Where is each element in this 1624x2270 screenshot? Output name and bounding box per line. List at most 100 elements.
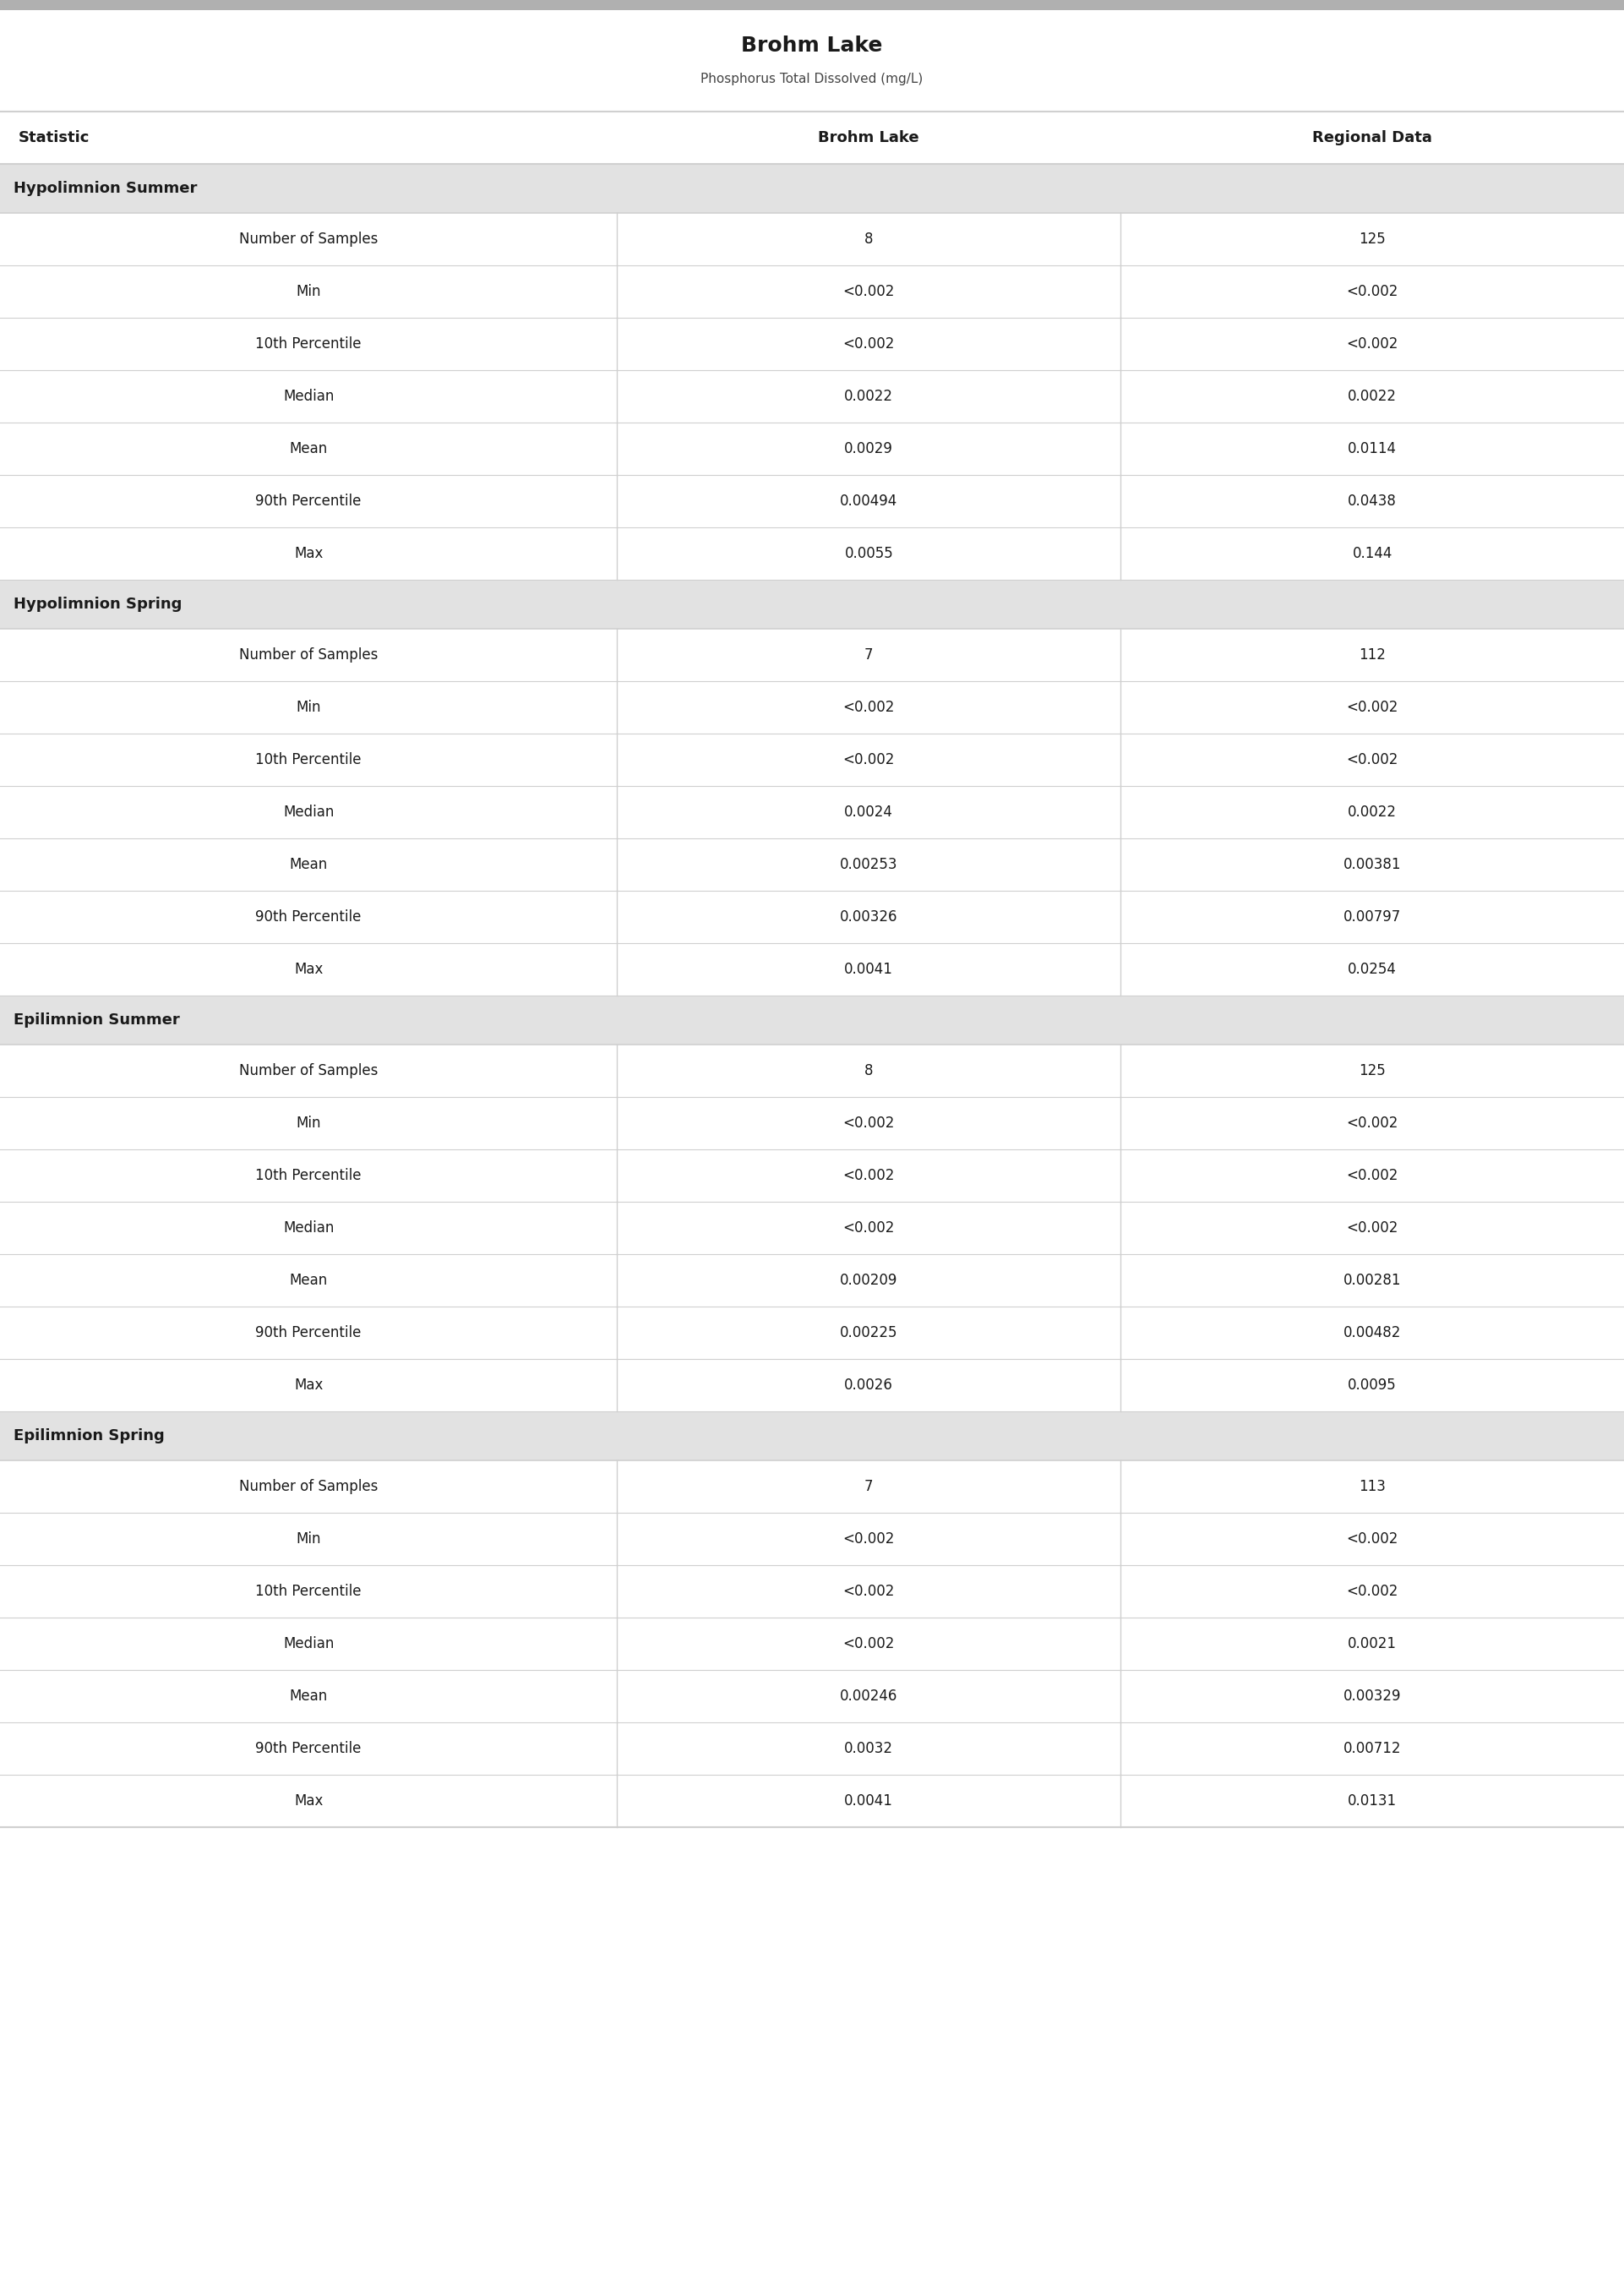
Text: <0.002: <0.002 (843, 699, 895, 715)
Bar (0, 1044, 1624, 1096)
Text: 0.0041: 0.0041 (844, 1793, 893, 1809)
Text: Max: Max (294, 962, 323, 976)
Text: 7: 7 (864, 1480, 874, 1494)
Bar (0, 785, 1624, 838)
Text: Number of Samples: Number of Samples (239, 647, 378, 663)
Bar (0, 527, 1624, 579)
Text: 10th Percentile: 10th Percentile (255, 1169, 362, 1183)
Text: 7: 7 (864, 647, 874, 663)
Bar (0, 266, 1624, 318)
Bar (0, 213, 1624, 266)
Bar (0, 1512, 1624, 1566)
Text: Max: Max (294, 1378, 323, 1394)
Text: <0.002: <0.002 (1346, 1221, 1398, 1235)
Bar (0, 163, 1624, 213)
Bar (0, 318, 1624, 370)
Bar (0, 1096, 1624, 1149)
Text: <0.002: <0.002 (1346, 751, 1398, 767)
Bar (0, 997, 1624, 1044)
Text: Brohm Lake: Brohm Lake (741, 36, 883, 57)
Text: Brohm Lake: Brohm Lake (818, 129, 919, 145)
Text: 0.00246: 0.00246 (840, 1689, 898, 1705)
Text: 90th Percentile: 90th Percentile (255, 910, 362, 924)
Text: 10th Percentile: 10th Percentile (255, 336, 362, 352)
Bar (0, 1460, 1624, 1512)
Text: 0.0131: 0.0131 (1348, 1793, 1397, 1809)
Bar (0, 890, 1624, 942)
Text: <0.002: <0.002 (1346, 336, 1398, 352)
Text: Number of Samples: Number of Samples (239, 1062, 378, 1078)
Text: Regional Data: Regional Data (1312, 129, 1432, 145)
Text: <0.002: <0.002 (843, 284, 895, 300)
Text: <0.002: <0.002 (843, 751, 895, 767)
Text: Median: Median (283, 388, 335, 404)
Bar (0, 1253, 1624, 1308)
Text: 90th Percentile: 90th Percentile (255, 1741, 362, 1757)
Text: 0.00381: 0.00381 (1343, 858, 1402, 872)
Text: Phosphorus Total Dissolved (mg/L): Phosphorus Total Dissolved (mg/L) (702, 73, 922, 86)
Bar (0, 1775, 1624, 1827)
Text: 0.0022: 0.0022 (1348, 804, 1397, 819)
Text: Median: Median (283, 1637, 335, 1650)
Text: 0.00281: 0.00281 (1343, 1273, 1402, 1287)
Text: 125: 125 (1359, 232, 1385, 247)
Text: 0.0041: 0.0041 (844, 962, 893, 976)
Text: Epilimnion Spring: Epilimnion Spring (13, 1428, 164, 1444)
Text: Min: Min (296, 699, 322, 715)
Text: 0.0024: 0.0024 (844, 804, 893, 819)
Text: <0.002: <0.002 (843, 1115, 895, 1130)
Text: Min: Min (296, 1115, 322, 1130)
Text: 0.00253: 0.00253 (840, 858, 898, 872)
Text: <0.002: <0.002 (843, 1637, 895, 1650)
Text: Mean: Mean (289, 1689, 328, 1705)
Text: <0.002: <0.002 (843, 1584, 895, 1598)
Text: 0.00326: 0.00326 (840, 910, 898, 924)
Text: <0.002: <0.002 (1346, 1584, 1398, 1598)
Text: Hypolimnion Summer: Hypolimnion Summer (13, 182, 197, 195)
Bar (0, 1619, 1624, 1671)
Text: 0.0438: 0.0438 (1348, 493, 1397, 508)
Bar (0, 1360, 1624, 1412)
Bar (0, 681, 1624, 733)
Bar (0, 629, 1624, 681)
Bar (0, 474, 1624, 527)
Text: Mean: Mean (289, 440, 328, 456)
Text: Mean: Mean (289, 858, 328, 872)
Text: 112: 112 (1359, 647, 1385, 663)
Text: Hypolimnion Spring: Hypolimnion Spring (13, 597, 182, 613)
Bar (0, 422, 1624, 474)
Bar (0, 111, 1624, 163)
Text: Statistic: Statistic (18, 129, 89, 145)
Text: Median: Median (283, 804, 335, 819)
Bar (0, 370, 1624, 422)
Text: 0.00494: 0.00494 (840, 493, 898, 508)
Text: 0.00209: 0.00209 (840, 1273, 898, 1287)
Text: Number of Samples: Number of Samples (239, 232, 378, 247)
Text: <0.002: <0.002 (1346, 1115, 1398, 1130)
Text: Max: Max (294, 547, 323, 561)
Text: 90th Percentile: 90th Percentile (255, 1326, 362, 1339)
Text: 0.0029: 0.0029 (844, 440, 893, 456)
Text: 90th Percentile: 90th Percentile (255, 493, 362, 508)
Text: Min: Min (296, 1532, 322, 1546)
Text: 10th Percentile: 10th Percentile (255, 1584, 362, 1598)
Bar (0, 1671, 1624, 1723)
Text: 0.0095: 0.0095 (1348, 1378, 1397, 1394)
Text: <0.002: <0.002 (1346, 699, 1398, 715)
Text: Min: Min (296, 284, 322, 300)
Bar (0, 9, 1624, 111)
Text: <0.002: <0.002 (1346, 1169, 1398, 1183)
Text: 0.00225: 0.00225 (840, 1326, 898, 1339)
Text: Number of Samples: Number of Samples (239, 1480, 378, 1494)
Text: 0.0055: 0.0055 (844, 547, 893, 561)
Text: 0.0021: 0.0021 (1348, 1637, 1397, 1650)
Text: 8: 8 (864, 232, 874, 247)
Text: 0.0026: 0.0026 (844, 1378, 893, 1394)
Bar (0, 838, 1624, 890)
Text: <0.002: <0.002 (843, 336, 895, 352)
Bar (0, 1201, 1624, 1253)
Text: <0.002: <0.002 (1346, 1532, 1398, 1546)
Text: 0.00712: 0.00712 (1343, 1741, 1402, 1757)
Bar (0, 942, 1624, 997)
Bar (0, 579, 1624, 629)
